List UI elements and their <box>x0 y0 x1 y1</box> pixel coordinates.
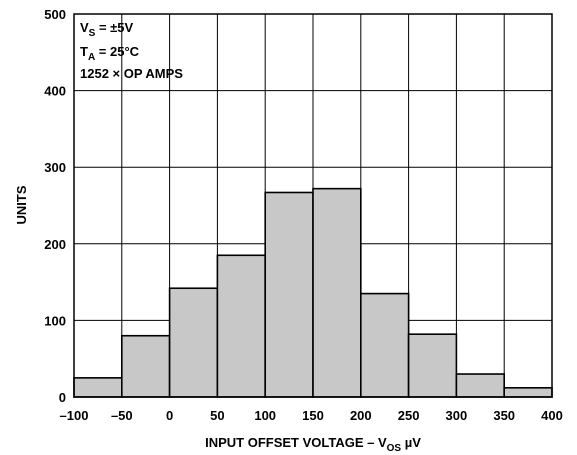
x-tick-label: 0 <box>166 408 173 423</box>
x-tick-label: 300 <box>446 408 468 423</box>
histogram-bar <box>264 191 314 398</box>
annotation-box: VS = ±5V TA = 25°C 1252 × OP AMPS <box>80 20 183 81</box>
histogram-bars <box>73 187 553 398</box>
x-tick-label: 400 <box>541 408 563 423</box>
y-axis-label: UNITS <box>14 185 29 224</box>
y-tick-label: 400 <box>44 84 66 99</box>
histogram-bar <box>121 334 171 398</box>
histogram-bar <box>216 254 266 398</box>
y-tick-label: 500 <box>44 7 66 22</box>
histogram-bar <box>168 287 219 398</box>
x-tick-label: 150 <box>302 408 324 423</box>
x-tick-label: –50 <box>111 408 133 423</box>
y-tick-label: 0 <box>59 390 66 405</box>
histogram-bar <box>73 377 123 398</box>
y-tick-label: 100 <box>44 313 66 328</box>
x-tick-label: 200 <box>350 408 372 423</box>
annotation-temperature: TA = 25°C <box>80 44 140 63</box>
histogram-bar <box>312 187 362 398</box>
x-tick-label: 100 <box>254 408 276 423</box>
x-axis-label: INPUT OFFSET VOLTAGE – VOS µV <box>205 435 421 454</box>
annotation-supply-voltage: VS = ±5V <box>80 20 134 39</box>
y-tick-label: 300 <box>44 160 66 175</box>
y-tick-label: 200 <box>44 237 66 252</box>
x-tick-labels: –100 –50 0 50 100 150 200 250 300 350 400 <box>60 408 563 423</box>
histogram-bar <box>359 292 410 398</box>
histogram-bar <box>503 387 553 398</box>
x-tick-label: 250 <box>398 408 420 423</box>
x-tick-label: –100 <box>60 408 89 423</box>
histogram-bar <box>407 333 458 398</box>
plot-frame <box>73 13 553 398</box>
x-tick-label: 350 <box>493 408 515 423</box>
histogram-bar <box>455 373 505 398</box>
y-tick-labels: 0 100 200 300 400 500 <box>44 7 66 405</box>
annotation-sample-count: 1252 × OP AMPS <box>80 66 183 81</box>
x-tick-label: 50 <box>210 408 224 423</box>
